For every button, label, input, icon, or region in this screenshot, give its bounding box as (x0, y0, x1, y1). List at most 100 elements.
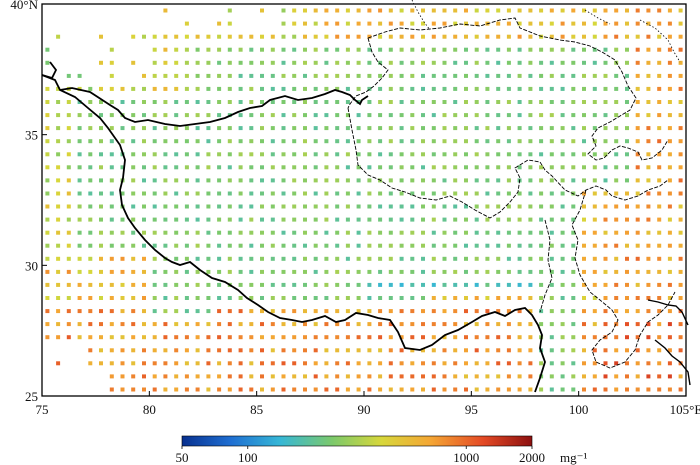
grid-cell (496, 139, 501, 144)
grid-cell (88, 256, 93, 261)
grid-cell (281, 21, 286, 26)
grid-cell (549, 296, 554, 300)
grid-cell (345, 178, 350, 183)
grid-cell (281, 335, 286, 340)
grid-cell (453, 335, 458, 340)
grid-cell (657, 309, 662, 314)
grid-cell (174, 47, 179, 52)
grid-cell (506, 230, 511, 235)
grid-cell (109, 73, 114, 78)
grid-cell (356, 269, 361, 274)
grid-cell (496, 60, 501, 65)
grid-cell (421, 73, 425, 78)
grid-cell (549, 348, 554, 353)
grid-cell (367, 86, 372, 91)
grid-cell (485, 374, 490, 379)
grid-cell (217, 139, 222, 144)
grid-cell (227, 387, 232, 392)
grid-cell (464, 243, 468, 248)
grid-cell (356, 361, 361, 366)
grid-cell (152, 73, 157, 78)
grid-cell (464, 374, 468, 379)
grid-cell (474, 217, 479, 222)
grid-cell (667, 217, 672, 222)
grid-cell (571, 152, 576, 157)
grid-cell (142, 230, 146, 235)
grid-cell (378, 60, 383, 65)
grid-cell (678, 296, 683, 300)
grid-cell (367, 217, 372, 222)
grid-cell (66, 269, 71, 274)
grid-cell (356, 113, 361, 118)
grid-cell (603, 243, 608, 248)
grid-cell (388, 361, 393, 366)
grid-cell (421, 296, 425, 300)
grid-cell (399, 309, 404, 314)
grid-cell (453, 139, 458, 144)
grid-cell (560, 165, 565, 170)
grid-cell (324, 178, 329, 183)
grid-cell (678, 374, 683, 379)
grid-cell (517, 335, 522, 340)
grid-cell (635, 178, 640, 183)
grid-cell (517, 361, 522, 366)
grid-cell (281, 322, 286, 327)
grid-cell (152, 387, 157, 392)
grid-cell (367, 60, 372, 65)
grid-cell (131, 126, 136, 131)
grid-cell (163, 86, 168, 91)
grid-cell (367, 191, 372, 196)
grid-cell (421, 113, 425, 118)
grid-cell (195, 191, 200, 196)
grid-cell (195, 139, 200, 144)
grid-cell (667, 204, 672, 209)
grid-cell (356, 73, 361, 78)
grid-cell (528, 204, 533, 209)
grid-cell (667, 8, 672, 13)
grid-cell (174, 387, 179, 392)
grid-cell (592, 217, 597, 222)
grid-cell (421, 60, 425, 65)
grid-cell (388, 60, 393, 65)
grid-cell (109, 139, 114, 144)
grid-cell (464, 21, 468, 26)
grid-cell (635, 204, 640, 209)
grid-cell (453, 387, 458, 392)
grid-cell (667, 322, 672, 327)
grid-cell (506, 178, 511, 183)
grid-cell (281, 217, 286, 222)
grid-cell (281, 47, 286, 52)
grid-cell (464, 8, 468, 13)
grid-cell (506, 204, 511, 209)
grid-cell (614, 374, 619, 379)
grid-cell (152, 165, 157, 170)
grid-cell (345, 309, 350, 314)
grid-cell (77, 139, 82, 144)
grid-cell (313, 217, 318, 222)
grid-cell (260, 296, 264, 300)
grid-cell (120, 86, 125, 91)
grid-cell (582, 178, 586, 183)
grid-cell (528, 322, 533, 327)
grid-cell (99, 204, 103, 209)
grid-cell (657, 73, 662, 78)
grid-cell (667, 113, 672, 118)
grid-cell (356, 296, 361, 300)
grid-cell (56, 361, 61, 366)
grid-cell (120, 139, 125, 144)
grid-cell (625, 348, 629, 353)
grid-cell (657, 34, 662, 39)
grid-cell (388, 204, 393, 209)
grid-cell (303, 8, 307, 13)
grid-cell (549, 165, 554, 170)
grid-cell (88, 217, 93, 222)
grid-cell (464, 256, 468, 261)
grid-cell (45, 152, 50, 157)
grid-cell (152, 152, 157, 157)
grid-cell (603, 178, 608, 183)
grid-cell (485, 34, 490, 39)
grid-cell (496, 348, 501, 353)
grid-cell (260, 204, 264, 209)
grid-cell (592, 152, 597, 157)
grid-cell (592, 348, 597, 353)
